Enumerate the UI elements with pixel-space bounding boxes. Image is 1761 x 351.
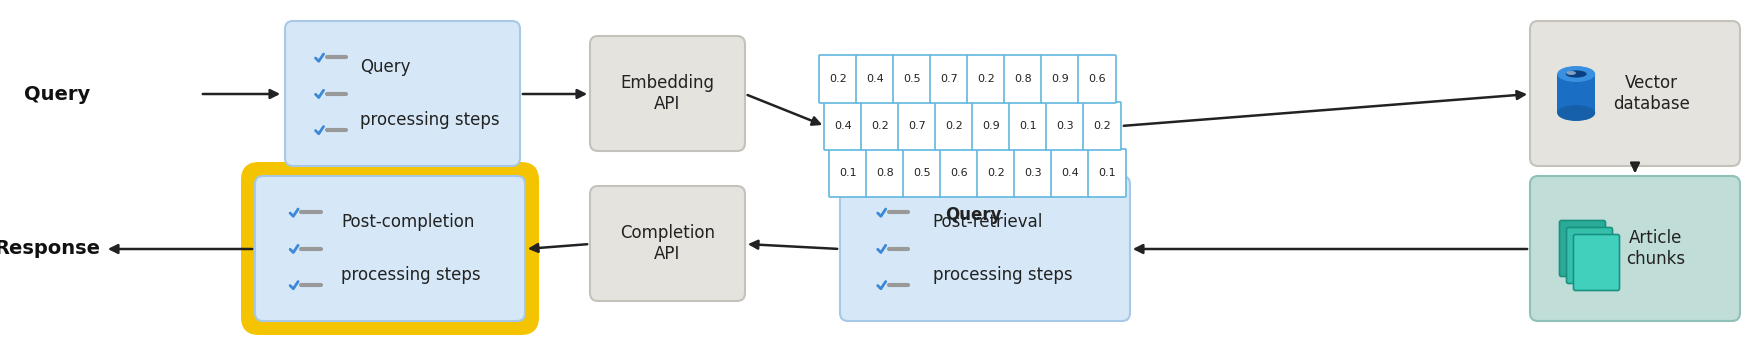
FancyBboxPatch shape [1574,234,1620,291]
FancyBboxPatch shape [1009,102,1048,150]
Text: 0.2: 0.2 [988,168,1006,178]
Text: Query: Query [361,58,410,77]
Ellipse shape [1557,66,1595,82]
FancyBboxPatch shape [1014,149,1051,197]
FancyBboxPatch shape [1041,55,1079,103]
FancyBboxPatch shape [819,55,858,103]
FancyBboxPatch shape [1083,102,1122,150]
Text: 0.1: 0.1 [840,168,858,178]
Text: 0.2: 0.2 [829,74,847,84]
Text: processing steps: processing steps [342,266,481,284]
FancyBboxPatch shape [241,162,539,335]
Text: 0.2: 0.2 [977,74,995,84]
Text: Response: Response [0,239,100,258]
FancyBboxPatch shape [590,36,745,151]
Text: Query: Query [944,206,1002,224]
Bar [1557,74,1595,113]
FancyBboxPatch shape [590,186,745,301]
Text: Post-completion: Post-completion [342,213,475,231]
FancyBboxPatch shape [940,149,977,197]
Text: 0.2: 0.2 [872,121,889,131]
FancyBboxPatch shape [903,149,940,197]
Text: Completion
API: Completion API [620,224,715,263]
FancyBboxPatch shape [1088,149,1125,197]
Text: 0.7: 0.7 [909,121,926,131]
Ellipse shape [1567,71,1576,75]
Text: 0.8: 0.8 [877,168,895,178]
FancyBboxPatch shape [1560,220,1606,277]
Ellipse shape [1557,105,1595,121]
Text: 0.1: 0.1 [1099,168,1116,178]
FancyBboxPatch shape [967,55,1006,103]
Text: 0.4: 0.4 [1062,168,1079,178]
Text: Post-retrieval: Post-retrieval [933,213,1043,231]
Text: 0.5: 0.5 [903,74,921,84]
Text: 0.2: 0.2 [1094,121,1111,131]
Text: 0.2: 0.2 [946,121,963,131]
FancyBboxPatch shape [866,149,903,197]
FancyBboxPatch shape [824,102,861,150]
Text: processing steps: processing steps [933,266,1072,284]
FancyBboxPatch shape [1078,55,1116,103]
FancyBboxPatch shape [829,149,866,197]
FancyBboxPatch shape [972,102,1011,150]
FancyBboxPatch shape [930,55,969,103]
Text: 0.9: 0.9 [983,121,1000,131]
FancyBboxPatch shape [977,149,1014,197]
Text: 0.6: 0.6 [951,168,969,178]
FancyBboxPatch shape [1046,102,1085,150]
FancyBboxPatch shape [898,102,937,150]
FancyBboxPatch shape [893,55,932,103]
FancyBboxPatch shape [861,102,900,150]
FancyBboxPatch shape [935,102,974,150]
Text: 0.7: 0.7 [940,74,958,84]
Text: 0.1: 0.1 [1020,121,1037,131]
FancyBboxPatch shape [1530,176,1740,321]
FancyBboxPatch shape [255,176,525,321]
Text: Query: Query [23,85,90,104]
Text: 0.9: 0.9 [1051,74,1069,84]
FancyBboxPatch shape [840,176,1131,321]
FancyBboxPatch shape [285,21,519,166]
FancyBboxPatch shape [1051,149,1088,197]
Text: Article
chunks: Article chunks [1627,229,1685,268]
Text: 0.4: 0.4 [866,74,884,84]
Text: processing steps: processing steps [361,111,500,128]
FancyBboxPatch shape [1004,55,1043,103]
Text: 0.3: 0.3 [1025,168,1043,178]
Text: Vector
database: Vector database [1613,74,1691,113]
Text: 0.5: 0.5 [914,168,932,178]
FancyBboxPatch shape [856,55,895,103]
Text: 0.8: 0.8 [1014,74,1032,84]
Text: 0.6: 0.6 [1088,74,1106,84]
FancyBboxPatch shape [1567,227,1613,284]
Ellipse shape [1566,71,1587,78]
Text: Embedding
API: Embedding API [620,74,715,113]
FancyBboxPatch shape [1530,21,1740,166]
Text: 0.3: 0.3 [1057,121,1074,131]
Text: 0.4: 0.4 [835,121,852,131]
